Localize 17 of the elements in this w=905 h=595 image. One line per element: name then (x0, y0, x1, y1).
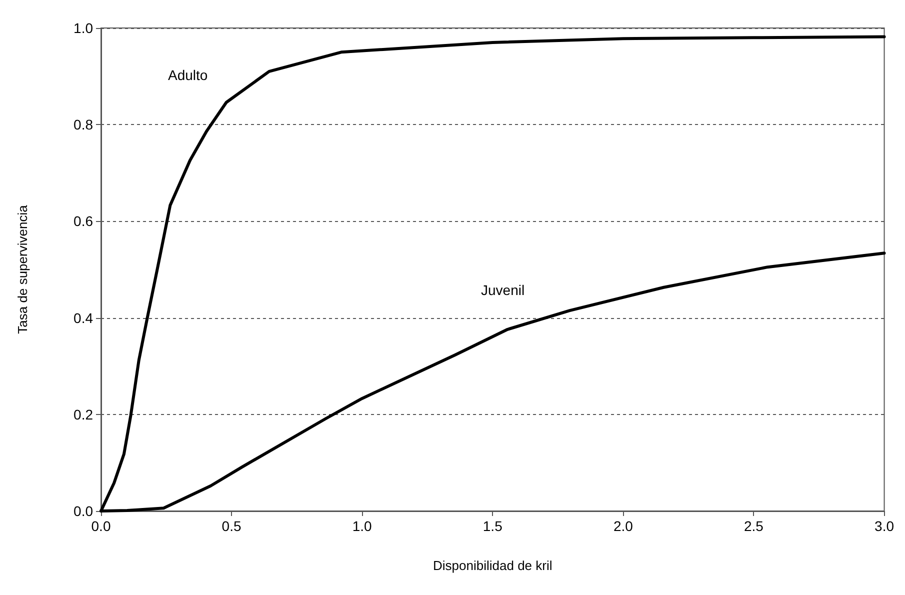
x-tick-label: 2.0 (613, 518, 634, 534)
y-tick-label: 0.8 (74, 116, 94, 133)
x-tick-label: 0.5 (222, 518, 242, 534)
y-tick-label: 1.0 (74, 20, 94, 36)
x-tick-label: 0.0 (91, 518, 111, 534)
x-tick-label: 1.5 (482, 518, 503, 534)
x-tick-label: 1.0 (352, 518, 372, 534)
y-tick-label: 0.6 (74, 213, 94, 230)
x-tick-label: 2.5 (744, 518, 764, 534)
x-tick-label: 3.0 (874, 518, 894, 534)
y-tick-label: 0.0 (74, 503, 94, 519)
y-tick-label: 0.2 (74, 406, 94, 422)
y-tick-label: 0.4 (74, 310, 94, 326)
y-axis-title: Tasa de supervivencia (15, 204, 30, 334)
x-axis-title: Disponibilidad de kril (433, 558, 552, 573)
series-label: Juvenil (481, 282, 525, 298)
series-label: Adulto (168, 67, 208, 83)
